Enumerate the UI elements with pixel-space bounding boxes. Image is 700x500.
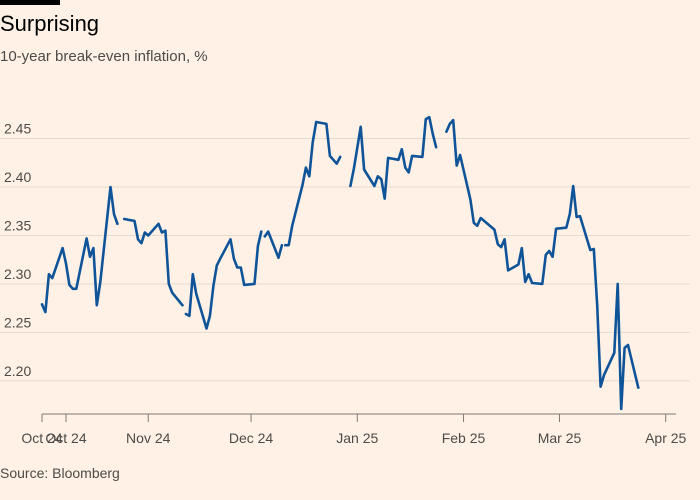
y-tick-label: 2.20: [4, 363, 31, 379]
x-tick-label: Dec 24: [229, 430, 274, 446]
series-line-segment: [349, 115, 438, 200]
series-line-segment: [40, 185, 119, 314]
series-line-segment: [122, 217, 184, 307]
y-tick-label: 2.35: [4, 217, 31, 233]
y-tick-label: 2.25: [4, 314, 31, 330]
series-line-segment: [263, 230, 284, 260]
y-axis-tick-labels: 2.20 2.25 2.30 2.35 2.40 2.45: [4, 120, 31, 378]
x-tick-label: Oct 24: [21, 430, 62, 446]
series-line-segment: [184, 230, 263, 330]
series-line-segment: [445, 118, 640, 411]
x-tick-label: Nov 24: [126, 430, 171, 446]
chart-subtitle: 10-year break-even inflation, %: [0, 48, 208, 65]
series-line-segment: [283, 120, 342, 247]
x-tick-label: Feb 25: [442, 430, 486, 446]
gridlines: [0, 137, 690, 382]
x-tick-label: Oct 24: [45, 430, 86, 446]
y-tick-label: 2.45: [4, 120, 31, 136]
y-tick-label: 2.40: [4, 169, 31, 185]
source-note: Source: Bloomberg: [0, 465, 120, 481]
brand-bar: [0, 0, 60, 5]
series-lines: [40, 115, 640, 411]
x-tick-label: Jan 25: [336, 430, 378, 446]
x-tick-label: Mar 25: [538, 430, 582, 446]
y-tick-label: 2.30: [4, 266, 31, 282]
x-tick-label: Apr 25: [645, 430, 686, 446]
chart-title: Surprising: [0, 11, 100, 36]
